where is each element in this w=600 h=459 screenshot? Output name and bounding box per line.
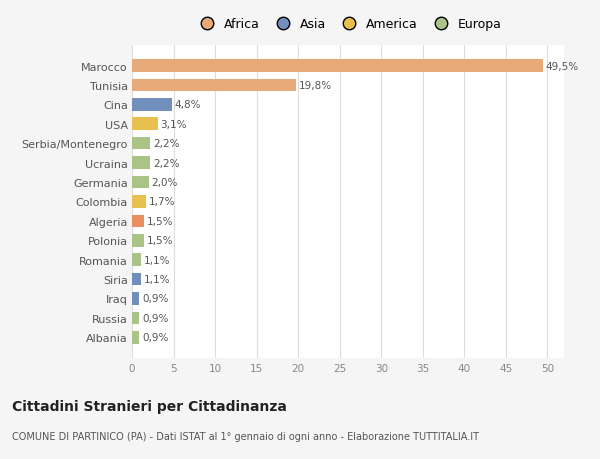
Text: 0,9%: 0,9% [142, 294, 169, 304]
Text: 1,1%: 1,1% [143, 274, 170, 285]
Legend: Africa, Asia, America, Europa: Africa, Asia, America, Europa [191, 16, 505, 34]
Text: COMUNE DI PARTINICO (PA) - Dati ISTAT al 1° gennaio di ogni anno - Elaborazione : COMUNE DI PARTINICO (PA) - Dati ISTAT al… [12, 431, 479, 442]
Text: 1,1%: 1,1% [143, 255, 170, 265]
Text: 49,5%: 49,5% [546, 62, 579, 71]
Bar [132, 157, 150, 169]
Bar [132, 254, 141, 266]
Text: 4,8%: 4,8% [175, 100, 201, 110]
Text: Cittadini Stranieri per Cittadinanza: Cittadini Stranieri per Cittadinanza [12, 399, 287, 413]
Bar [132, 235, 145, 247]
Bar [132, 176, 149, 189]
Bar [132, 215, 145, 228]
Bar [132, 118, 158, 131]
Bar [132, 196, 146, 208]
Bar [132, 60, 543, 73]
Bar [132, 138, 150, 150]
Bar [132, 99, 172, 112]
Text: 2,2%: 2,2% [153, 139, 179, 149]
Text: 1,5%: 1,5% [147, 236, 173, 246]
Text: 2,2%: 2,2% [153, 158, 179, 168]
Bar [132, 79, 296, 92]
Text: 19,8%: 19,8% [299, 81, 332, 91]
Text: 0,9%: 0,9% [142, 313, 169, 323]
Bar [132, 312, 139, 325]
Text: 0,9%: 0,9% [142, 333, 169, 342]
Text: 1,7%: 1,7% [149, 197, 175, 207]
Text: 1,5%: 1,5% [147, 216, 173, 226]
Bar [132, 273, 141, 286]
Bar [132, 331, 139, 344]
Bar [132, 292, 139, 305]
Text: 2,0%: 2,0% [151, 178, 178, 188]
Text: 3,1%: 3,1% [160, 119, 187, 129]
